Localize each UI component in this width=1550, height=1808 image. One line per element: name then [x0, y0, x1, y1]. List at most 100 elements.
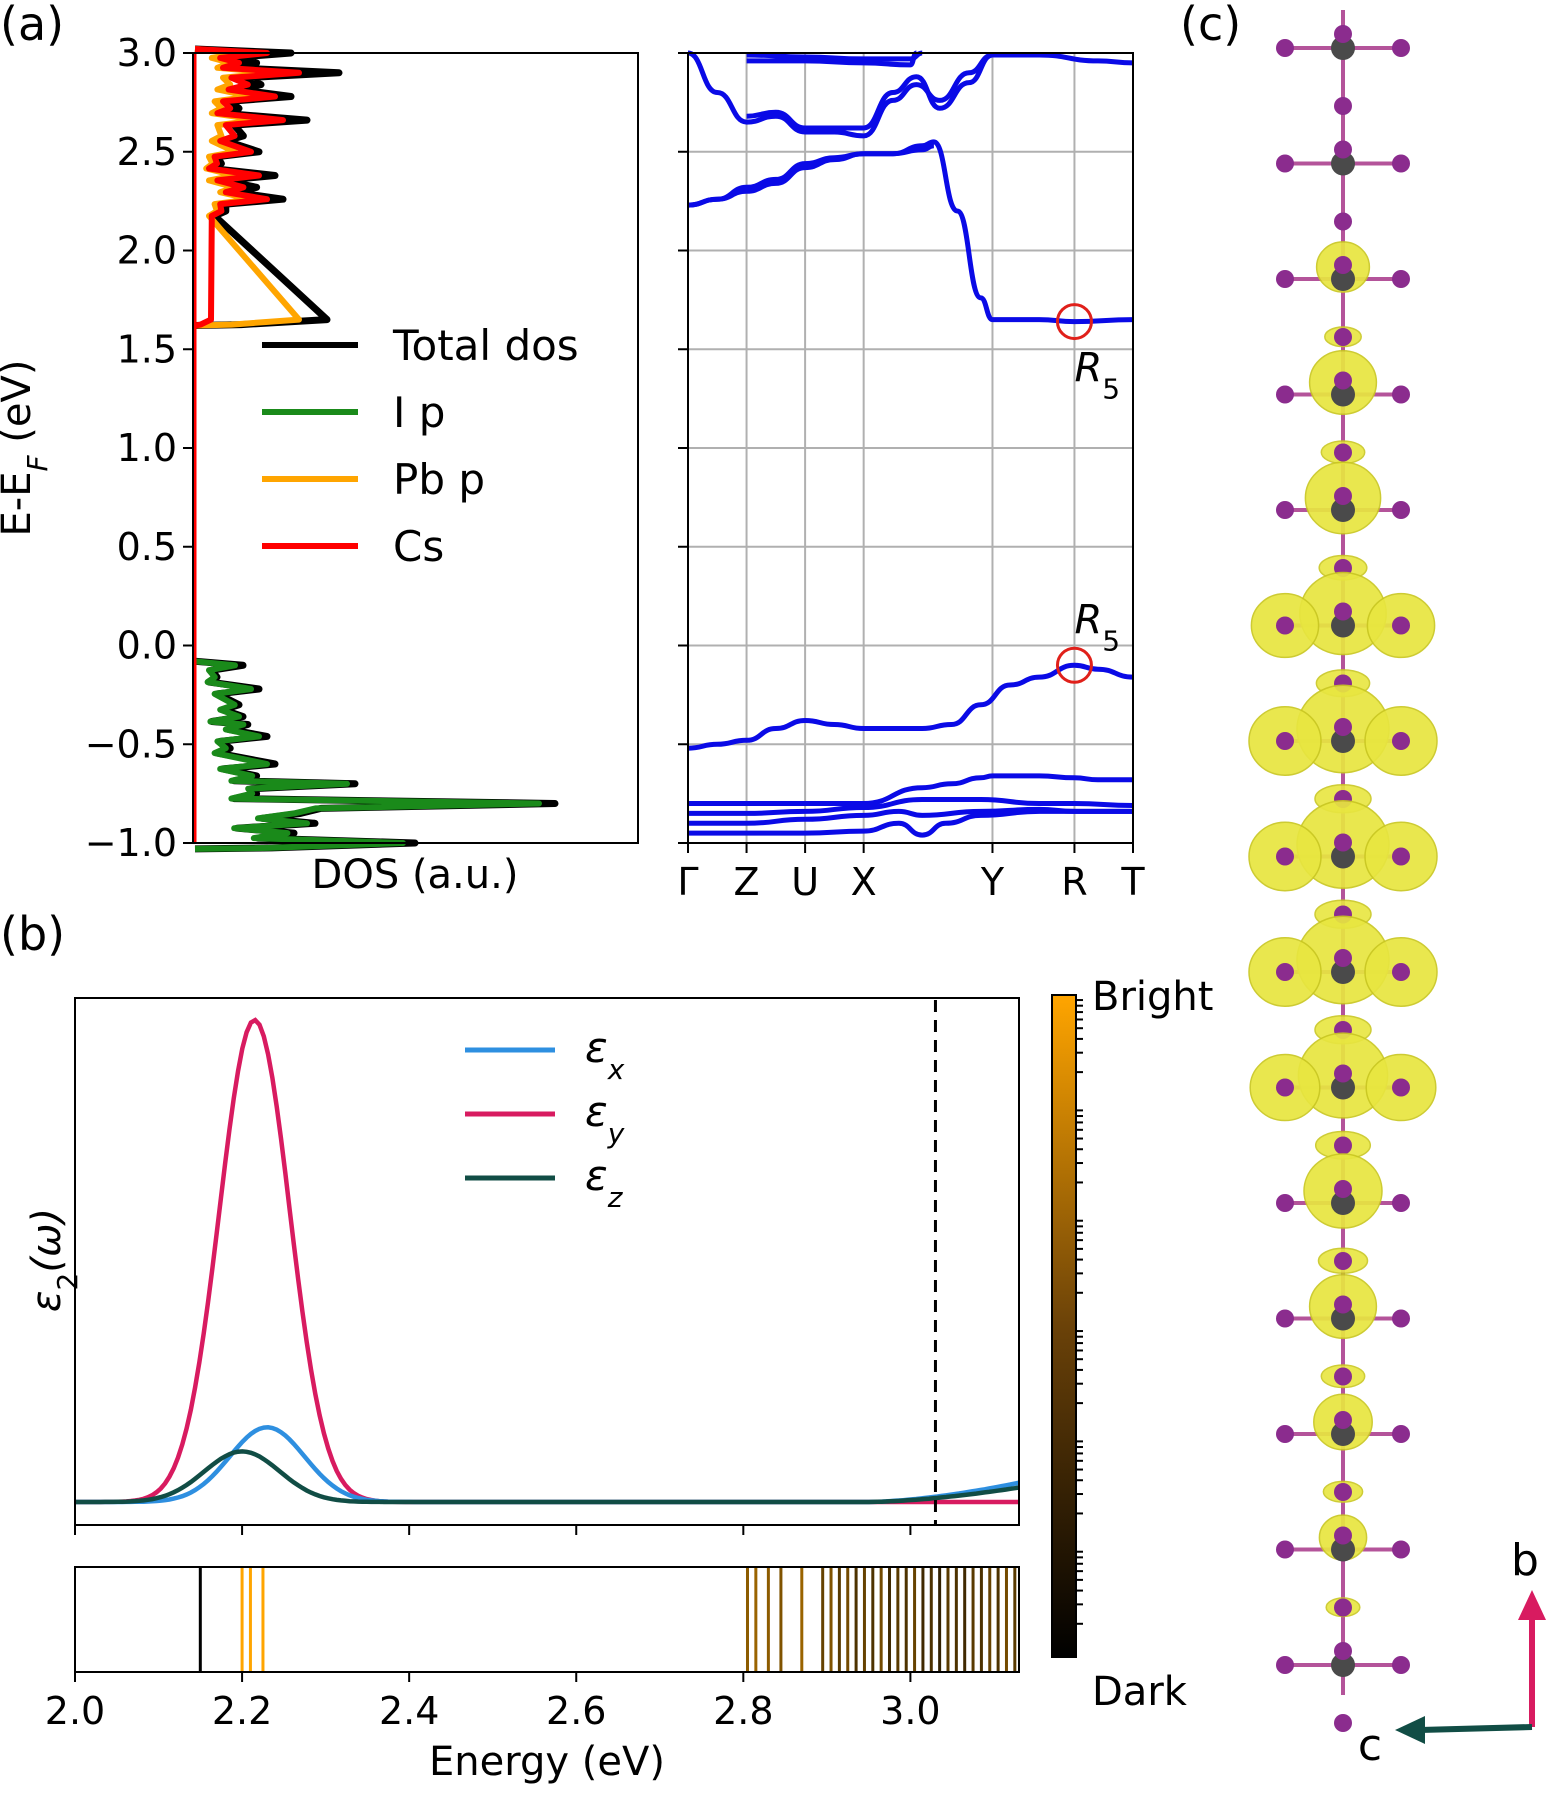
iodine-atom — [1276, 154, 1294, 173]
colorbar-dark-label: Dark — [1092, 1669, 1188, 1715]
energy-xtick-label: 2.0 — [45, 1689, 105, 1733]
epsilon-legend-label-1: εy — [585, 1087, 625, 1150]
band-line-8 — [746, 52, 994, 131]
highlight-circle-0 — [1055, 303, 1093, 341]
lead-atom — [1331, 36, 1355, 60]
dos-conduction-cs — [194, 46, 302, 329]
lead-atom — [1331, 613, 1355, 638]
iodine-atom — [1276, 1656, 1294, 1674]
band-curves — [687, 50, 1134, 838]
lead-atom — [1331, 498, 1355, 522]
iodine-atom — [1276, 270, 1294, 288]
lead-atom — [1331, 1653, 1355, 1677]
dos-valence-ip — [194, 658, 542, 852]
iodine-atom — [1334, 443, 1352, 462]
highlight-circle-1 — [1055, 646, 1093, 684]
iodine-atom — [1334, 328, 1352, 346]
epsilon-legend-subscript: y — [607, 1117, 625, 1150]
b-axis-label: b — [1511, 1535, 1539, 1586]
legend-label-0: Total dos — [392, 321, 579, 370]
iodine-atom — [1392, 732, 1410, 750]
dos-ytick-label: 0.0 — [117, 624, 177, 668]
dos-ytick-label: −0.5 — [85, 722, 177, 766]
iodine-atom — [1392, 847, 1410, 866]
colorbar: Bright Dark — [1051, 974, 1213, 1715]
iodine-atom — [1334, 1526, 1352, 1545]
iodine-atom — [1392, 270, 1410, 288]
legend-label-1: I p — [393, 388, 445, 437]
lead-atom — [1331, 1306, 1355, 1331]
crystal-structure — [1248, 10, 1438, 1732]
band-kpoint-label: Z — [734, 860, 760, 904]
highlight-label-0: R5 — [1074, 346, 1120, 406]
iodine-atom — [1334, 1483, 1352, 1501]
iodine-atom — [1334, 1367, 1352, 1386]
highlight-label-main: R — [1074, 346, 1102, 392]
iodine-atom — [1392, 1078, 1410, 1097]
iodine-atom — [1334, 1136, 1352, 1155]
energy-xtick-label: 3.0 — [880, 1689, 940, 1733]
iodine-atom — [1334, 1598, 1352, 1617]
lead-atom — [1331, 1537, 1355, 1562]
dos-legend: Total dos I p Pb p Cs — [262, 321, 579, 571]
band-kpoint-label: U — [791, 860, 819, 904]
colorbar-gradient — [1051, 994, 1077, 1658]
epsilon-legend-symbol: ε — [585, 1087, 608, 1136]
lead-atom — [1331, 844, 1355, 869]
exciton-lines — [198, 1567, 1017, 1672]
band-kpoint-label: Γ — [677, 860, 698, 904]
dos-ytick-label: 1.5 — [117, 327, 177, 371]
lead-atom — [1331, 151, 1355, 176]
iodine-atom — [1334, 371, 1352, 390]
lead-atom — [1331, 382, 1355, 407]
epsilon-legend-subscript: z — [607, 1181, 624, 1214]
band-line-10 — [746, 50, 918, 68]
iodine-atom — [1276, 385, 1294, 404]
dos-ytick-label: 2.5 — [117, 130, 177, 174]
lead-atom — [1331, 1191, 1355, 1215]
iodine-atom — [1334, 256, 1352, 274]
band-kpoint-label: X — [851, 860, 877, 904]
iodine-atom — [1276, 1078, 1294, 1097]
iodine-atom — [1334, 97, 1352, 115]
dos-ylabel-subscript: F — [21, 455, 54, 472]
iodine-atom — [1334, 1064, 1352, 1083]
highlight-label-subscript: 5 — [1102, 624, 1120, 657]
epsilon-curve-z — [75, 1449, 1020, 1505]
b-arrowhead — [1518, 1590, 1546, 1620]
iodine-atom — [1392, 385, 1410, 404]
iodine-atom — [1334, 833, 1352, 852]
iodine-atom — [1334, 140, 1352, 159]
iodine-atom — [1392, 1425, 1410, 1443]
legend-label-2: Pb p — [393, 455, 485, 504]
panel-label-b: (b) — [0, 907, 65, 961]
iodine-atom — [1334, 1642, 1352, 1660]
iodine-atom — [1276, 1309, 1294, 1328]
iodine-atom — [1392, 39, 1410, 57]
lead-atom — [1331, 1422, 1355, 1446]
lead-atom — [1331, 267, 1355, 291]
iodine-atom — [1334, 602, 1352, 621]
exciton-panel: 2.0 2.2 2.4 2.6 2.8 3.0 Energy (eV) — [45, 1566, 1020, 1785]
band-line-6 — [687, 143, 935, 208]
iodine-atom — [1276, 1194, 1294, 1212]
panel-label-a: (a) — [0, 0, 64, 51]
colorbar-bright-label: Bright — [1092, 974, 1213, 1020]
epsilon-curves — [75, 1017, 1020, 1505]
iodine-atom — [1334, 718, 1352, 736]
iodine-atom — [1334, 1252, 1352, 1270]
lead-atom — [1331, 1075, 1355, 1100]
energy-xtick-label: 2.6 — [546, 1689, 606, 1733]
band-line-5 — [687, 139, 1134, 325]
dos-panel: −1.0 −0.5 0.0 0.5 1.0 1.5 2.0 2.5 3.0 DOS (a.u.)… — [0, 31, 639, 898]
band-line-2 — [687, 797, 1134, 816]
iodine-atom — [1276, 847, 1294, 866]
band-line-7 — [687, 50, 1134, 139]
epsilon-legend-symbol: ε — [585, 1151, 608, 1200]
iodine-atom — [1392, 154, 1410, 173]
epsilon-axes-frame — [74, 997, 1020, 1526]
